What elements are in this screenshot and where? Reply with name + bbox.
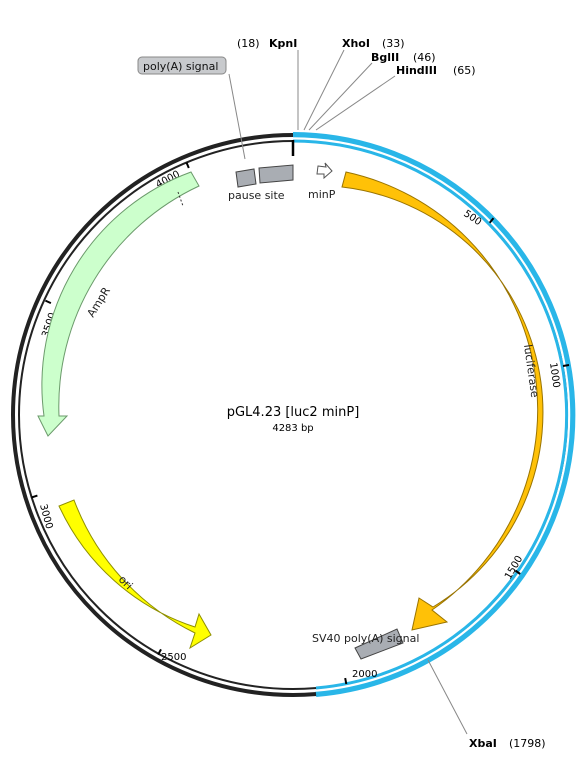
pause-site-label: pause site (228, 189, 285, 202)
bglii-name: BglII (371, 51, 399, 64)
sv40-polya-label: SV40 poly(A) signal (312, 632, 419, 645)
insert-region-inner (292, 139, 569, 690)
bglii-line (308, 62, 373, 131)
tick-2000 (344, 677, 348, 685)
tick-2500 (157, 648, 162, 656)
polya-callout-box (137, 56, 227, 75)
hindiii-line (315, 75, 396, 131)
site-callout-lines (297, 49, 468, 735)
tick-1500 (514, 569, 521, 575)
xhoi-line (303, 49, 345, 131)
luciferase-feature (341, 171, 544, 631)
polya-callout-line (228, 73, 246, 160)
xbai-line (427, 659, 468, 735)
ampr-feature (37, 171, 200, 437)
tick-4000 (185, 162, 190, 169)
kpni-name: KpnI (269, 37, 297, 50)
insert-region-gap (292, 137, 571, 692)
tick-1000 (562, 364, 570, 367)
luciferase-label: luciferase (521, 344, 541, 399)
scale-ticks (31, 162, 570, 685)
hindiii-name: HindIII (396, 64, 437, 77)
tick-label-2500: 2500 (161, 652, 186, 663)
hindiii-position: (65) (453, 64, 476, 77)
ori-feature (58, 499, 212, 650)
tick-label-3000: 3000 (37, 503, 54, 530)
pause-site-feature (258, 164, 294, 184)
tick-label-2000: 2000 (352, 669, 377, 680)
plasmid-length: 4283 bp (272, 423, 313, 434)
xbai-name: XbaI (469, 737, 497, 750)
xhoi-position: (33) (382, 37, 405, 50)
kpni-position: (18) (237, 37, 260, 50)
minp-label: minP (308, 188, 336, 201)
tick-500 (488, 217, 495, 224)
polya-callout-label: poly(A) signal (143, 60, 218, 73)
minp-feature (316, 162, 333, 180)
polya-small-feature (235, 168, 257, 188)
tick-3000 (31, 494, 38, 499)
sv40-polya-feature (354, 628, 404, 660)
bglii-position: (46) (413, 51, 436, 64)
plasmid-name: pGL4.23 [luc2 minP] (227, 405, 360, 420)
insert-region-outer (292, 132, 576, 697)
xbai-position: (1798) (509, 737, 546, 750)
tick-3500 (44, 299, 52, 305)
xhoi-name: XhoI (342, 37, 370, 50)
ampr-inner-mark (177, 191, 184, 207)
tick-label-1000: 1000 (547, 362, 561, 389)
